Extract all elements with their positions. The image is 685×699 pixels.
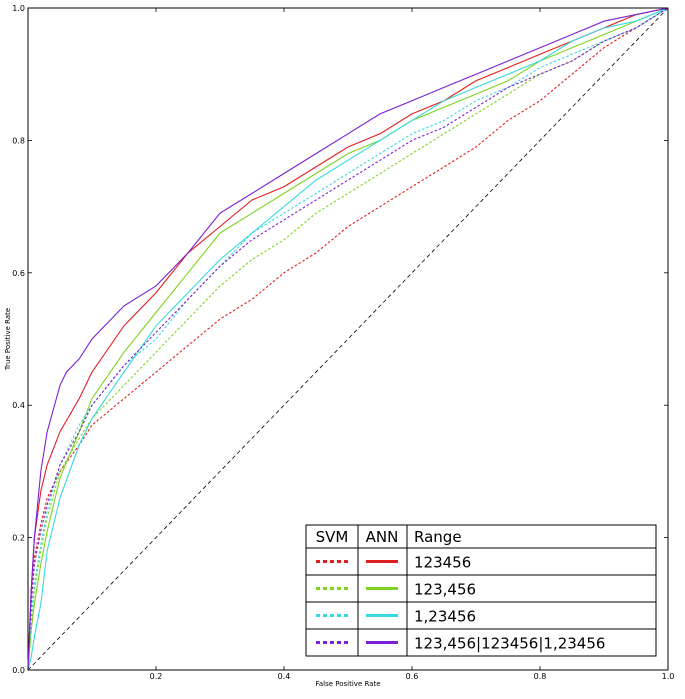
y-tick-label: 0.6 — [12, 269, 25, 278]
y-tick-label: 0.2 — [12, 534, 25, 543]
x-tick-label: 0.6 — [406, 672, 419, 681]
y-tick-label: 0.8 — [12, 136, 25, 145]
x-tick-label: 0.4 — [278, 672, 291, 681]
legend-range-label: 123,456 — [414, 581, 476, 599]
legend: SVM ANN Range 123456 123,456 1,23456 123,45… — [305, 524, 657, 657]
series-line-ann-3 — [27, 7, 669, 671]
x-tick-label: 1.0 — [662, 672, 675, 681]
legend-range-label: 123,456|123456|1,23456 — [414, 635, 605, 653]
legend-range-label: 1,23456 — [414, 608, 476, 626]
series-line-svm-2 — [27, 7, 669, 671]
series-line-ann-1 — [27, 7, 669, 671]
series-line-svm-0 — [27, 7, 669, 671]
y-axis-label: True Positive Rate — [4, 308, 12, 371]
x-axis-ticks: 0.2 0.4 0.6 0.8 1.0 — [27, 8, 675, 681]
y-tick-label: 1.0 — [12, 4, 25, 13]
y-tick-label: 0.4 — [12, 401, 25, 410]
legend-range-label: 123456 — [414, 554, 471, 572]
legend-header-range: Range — [414, 528, 462, 546]
legend-rows: 123456 123,456 1,23456 123,456|123456|1,234… — [306, 554, 656, 653]
y-tick-label: 0.0 — [12, 666, 25, 675]
y-axis-ticks: 0.0 0.2 0.4 0.6 0.8 1.0 — [12, 4, 668, 675]
series-layer — [27, 7, 669, 671]
x-tick-label: 0.2 — [150, 672, 163, 681]
legend-header-svm: SVM — [316, 528, 349, 546]
legend-header-ann: ANN — [366, 528, 399, 546]
series-line-ann-5 — [27, 7, 669, 671]
x-tick-label: 0.8 — [534, 672, 547, 681]
series-line-svm-4 — [27, 7, 669, 671]
series-line-ann-7 — [27, 7, 669, 671]
legend-frame — [305, 524, 657, 657]
x-axis-label: False Positive Rate — [315, 680, 380, 688]
series-line-svm-6 — [27, 7, 669, 671]
